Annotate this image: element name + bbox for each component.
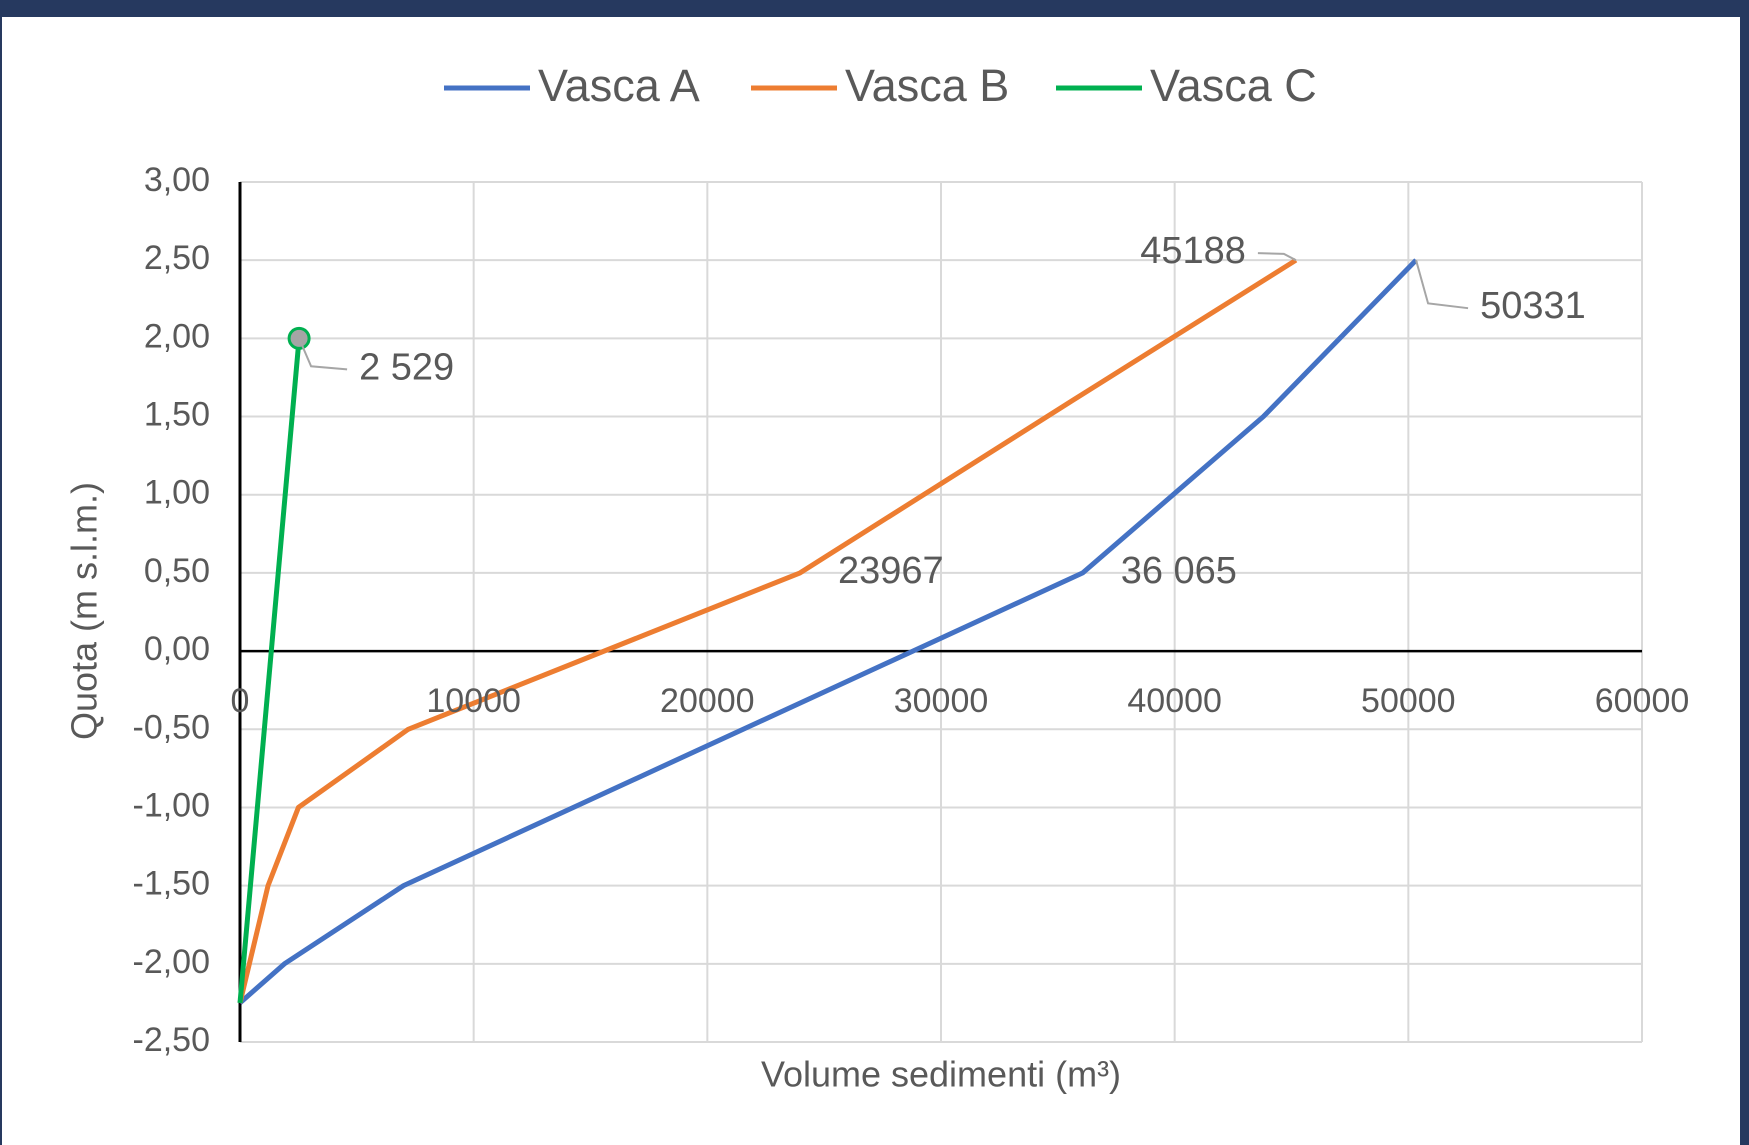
y-tick-label: 1,00 [144,474,210,512]
legend-label: Vasca B [845,60,1009,111]
y-tick-label: 2,00 [144,317,210,355]
legend-label: Vasca A [538,60,700,111]
x-tick-label: 40000 [1127,682,1222,720]
data-label: 45188 [1140,230,1246,272]
x-axis-title: Volume sedimenti (m³) [761,1054,1121,1095]
legend-label: Vasca C [1150,60,1317,111]
y-tick-label: 2,50 [144,239,210,277]
y-tick-label: -2,00 [133,943,211,981]
x-tick-label: 50000 [1361,682,1456,720]
y-tick-label: -1,00 [133,786,211,824]
x-tick-label: 30000 [894,682,989,720]
y-tick-label: -2,50 [133,1021,211,1059]
page: {"chart_data": { "type": "line", "x_labe… [0,0,1749,1145]
y-axis-title: Quota (m s.l.m.) [64,482,105,740]
x-tick-label: 60000 [1595,682,1690,720]
x-tick-label: 0 [231,682,250,720]
data-label: 2 529 [359,346,454,388]
chart: -2,50 -2,00 -1,50 -1,00 -0,50 0,00 0,50 1,00 1,5… [0,0,1749,1145]
y-tick-label: -0,50 [133,708,211,746]
x-tick-label: 10000 [426,682,521,720]
y-tick-label: 3,00 [144,161,210,199]
y-tick-label: -1,50 [133,865,211,903]
data-label: 36 065 [1121,550,1237,592]
y-tick-label: 1,50 [144,396,210,434]
data-label: 50331 [1480,285,1586,327]
data-label: 23967 [838,550,944,592]
y-tick-label: 0,00 [144,630,210,668]
x-tick-label: 20000 [660,682,755,720]
y-tick-label: 0,50 [144,552,210,590]
